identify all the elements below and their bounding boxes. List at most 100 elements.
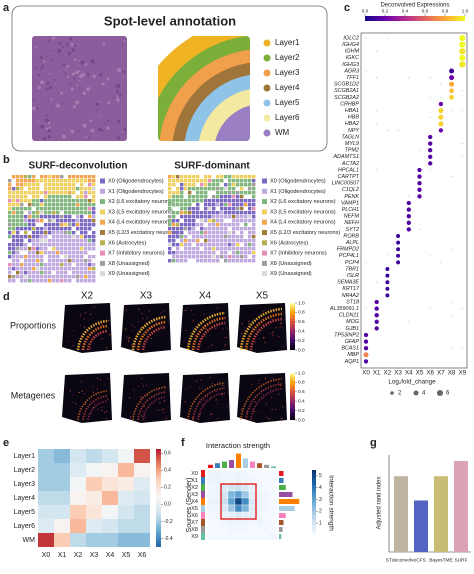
spot [76, 263, 80, 267]
dot [459, 34, 466, 42]
gene-label: LINC00507 [332, 181, 360, 187]
signal-spot [258, 382, 260, 385]
signal-arc [86, 329, 108, 351]
tissue-texture [37, 85, 41, 90]
panel-label: f [181, 437, 185, 449]
spot [8, 263, 12, 267]
heatmap-cell [220, 525, 229, 534]
x-tick-label: CFS [416, 557, 426, 563]
spot [172, 183, 176, 187]
row-bar [279, 499, 300, 504]
colorbar-tick-label: 0.2 [298, 338, 305, 344]
heatmap-cell [54, 505, 70, 519]
signal-spot [248, 320, 250, 323]
heatmap-cell [248, 476, 257, 485]
spot [72, 199, 76, 203]
spot [60, 215, 64, 219]
spot [68, 187, 72, 191]
spot [52, 223, 56, 227]
signal-spot [224, 316, 227, 319]
spot [48, 271, 52, 275]
x-tick-label: X4 [405, 370, 413, 377]
signal-spot [127, 339, 130, 341]
colorbar-title: Deconvolved Expressions [380, 3, 449, 9]
spot [28, 203, 32, 207]
gene-label: HPCAL1 [338, 167, 359, 173]
spot [244, 223, 248, 227]
spot [172, 215, 176, 219]
spot [172, 259, 176, 263]
spot [196, 211, 200, 215]
legend-label: X0 (Oligodendrocytes) [108, 178, 164, 184]
signal-spot [241, 332, 243, 334]
spot [36, 179, 40, 183]
background-dot [461, 156, 463, 158]
x-tick-label: X7 [437, 370, 445, 377]
spot [236, 175, 240, 179]
signal-spot [81, 348, 84, 350]
spot [248, 259, 252, 263]
tissue-texture [115, 97, 120, 102]
spot [60, 191, 64, 195]
spot [64, 243, 68, 247]
spot [232, 203, 236, 207]
spot [168, 215, 172, 219]
spot [64, 195, 68, 199]
spot [48, 259, 52, 263]
colorbar-tick-label: 0.2 [164, 485, 171, 491]
spot [40, 267, 44, 271]
legend-swatch [262, 230, 267, 235]
layer-region [214, 104, 250, 141]
signal-spot [279, 384, 281, 387]
colorbar-tick-label: 1.0 [298, 370, 305, 376]
spot [8, 275, 12, 279]
panel-label: c [344, 2, 350, 14]
signal-spot [195, 326, 197, 328]
signal-spot [265, 416, 268, 418]
tissue-texture [48, 126, 51, 129]
tissue-texture [80, 60, 85, 65]
spot [60, 259, 64, 263]
row-label: X3 [191, 492, 198, 498]
heatmap-cell [206, 504, 215, 513]
spot [240, 247, 244, 251]
signal-spot [83, 318, 86, 320]
heatmap-cell [241, 476, 250, 485]
spot [40, 239, 44, 243]
dot [417, 194, 422, 199]
spot [68, 195, 72, 199]
spot [92, 239, 96, 243]
spot [168, 219, 172, 223]
highlight-box [220, 483, 257, 520]
dot [438, 108, 444, 114]
tissue-texture [37, 73, 41, 77]
spot [76, 247, 80, 251]
spot [84, 231, 88, 235]
gene-label: IGHG3 [342, 62, 359, 68]
spot [92, 191, 96, 195]
spot [228, 175, 232, 179]
colorbar-tick-label: 0.6 [298, 319, 305, 325]
heatmap-cell [102, 491, 118, 505]
spot [52, 199, 56, 203]
spot [92, 231, 96, 235]
signal-spot [161, 409, 163, 411]
spot [208, 239, 212, 243]
spot [64, 259, 68, 263]
spot [44, 243, 48, 247]
gene-label: AQP1 [344, 359, 359, 365]
tissue-texture [58, 71, 61, 73]
heatmap-cell [213, 518, 222, 527]
dot [459, 41, 466, 48]
signal-arc [192, 387, 226, 421]
spot [212, 183, 216, 187]
dot [428, 134, 433, 140]
signal-spot [145, 322, 147, 324]
spot [32, 255, 36, 259]
spot [12, 263, 16, 267]
spot [52, 179, 56, 183]
spot [72, 267, 76, 271]
spot [216, 199, 220, 203]
spot [180, 187, 184, 191]
